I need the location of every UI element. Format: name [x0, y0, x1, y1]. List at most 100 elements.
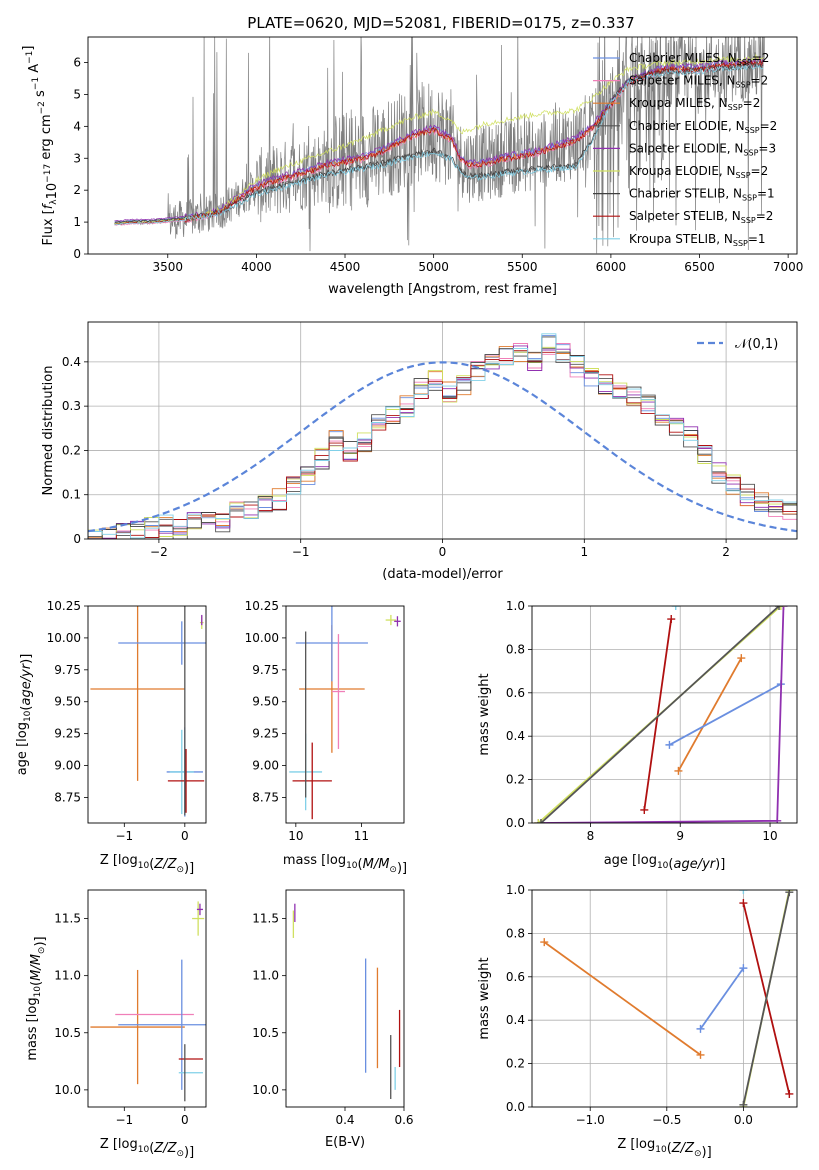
axes-frame — [87, 321, 798, 540]
weight-marker — [671, 606, 680, 610]
weight-marker — [696, 1024, 705, 1033]
y-tick-label: 1.0 — [506, 883, 525, 897]
panel-mass-weight-vs-age: 8 9 10 0.0 0.2 0.4 0.6 0.8 1.0 age [log10(age/yr)… — [477, 599, 798, 872]
y-tick-label: 0.0 — [506, 1100, 525, 1114]
y-tick-label: 4 — [73, 119, 81, 133]
y-axis-label: Normed distribution — [41, 366, 56, 496]
y-tick-label: 10.00 — [47, 631, 81, 645]
axes: −1 0 10.0 10.5 11.0 11.5 — [54, 889, 207, 1127]
weight-line — [668, 683, 782, 746]
axes: −2 −1 0 1 2 0 0.1 0.2 0.3 0.4 — [62, 321, 798, 559]
y-tick-label: 11.0 — [252, 969, 279, 983]
model-spectrum-kroupa-elodie — [114, 53, 764, 225]
y-tick-label: 2 — [73, 183, 81, 197]
weight-marker — [785, 890, 794, 897]
y-tick-label: 10.00 — [245, 631, 279, 645]
weight-line — [643, 618, 673, 811]
legend: 𝒩(0,1) — [697, 337, 778, 352]
weight-marker — [696, 1050, 705, 1059]
weight-line — [677, 657, 743, 772]
weight-marker — [773, 816, 782, 823]
y-axis-label: mass [log10(M/M⊙)] — [25, 936, 48, 1060]
y-tick-label: 0.6 — [506, 970, 525, 984]
legend-label: Salpeter MILES, NSSP=2 — [629, 74, 768, 90]
weight-marker — [640, 805, 649, 814]
x-tick-label: 3500 — [152, 260, 183, 274]
observed-spectrum — [114, 37, 766, 254]
x-tick-label: 0.4 — [335, 1113, 354, 1127]
y-tick-label: 9.25 — [252, 727, 279, 741]
weight-marker — [534, 819, 543, 823]
weight-marker — [739, 964, 748, 973]
y-tick-label: 0.4 — [506, 729, 525, 743]
weight-series — [696, 964, 748, 1033]
weight-marker — [737, 654, 746, 663]
histogram-kroupa-stelib — [88, 333, 797, 539]
errorbar — [169, 729, 194, 815]
panel-mass-vs-ebv: 0.4 0.6 10.0 10.5 11.0 11.5 E(B-V) — [252, 889, 414, 1150]
y-axis-label: mass weight — [477, 957, 492, 1039]
axes: 0.4 0.6 10.0 10.5 11.0 11.5 — [252, 889, 414, 1127]
legend-label: Salpeter STELIB, NSSP=2 — [629, 209, 773, 225]
x-axis-label: (data-model)/error — [382, 567, 503, 582]
y-tick-label: 6 — [73, 56, 81, 70]
grid — [532, 605, 797, 824]
plot-area — [292, 903, 401, 1100]
y-tick-label: 10.5 — [54, 1026, 81, 1040]
x-axis-label: mass [log10(M/M⊙)] — [283, 853, 407, 876]
errorbar — [292, 742, 332, 820]
legend: Chabrier MILES, NSSP=2 Salpeter MILES, NS… — [593, 51, 777, 248]
weight-series — [671, 606, 680, 610]
legend-label: 𝒩(0,1) — [735, 337, 778, 352]
x-tick-label: 4000 — [241, 260, 272, 274]
panel-residuals: −2 −1 0 1 2 0 0.1 0.2 0.3 0.4 𝒩(0,1) (data-model)/e… — [41, 321, 798, 582]
weight-line — [742, 892, 791, 1105]
y-tick-label: 0 — [73, 532, 81, 546]
errorbar — [90, 606, 185, 781]
y-tick-label: 0.8 — [506, 926, 525, 940]
errorbar — [295, 606, 368, 682]
legend-label: Chabrier STELIB, NSSP=1 — [629, 187, 775, 203]
y-tick-label: 9.00 — [252, 759, 279, 773]
plot-area — [289, 606, 401, 820]
axes-frame — [285, 889, 405, 1108]
y-tick-label: 3 — [73, 151, 81, 165]
x-tick-label: 4500 — [330, 260, 361, 274]
y-tick-label: 10.25 — [245, 599, 279, 613]
grid — [532, 889, 797, 1108]
y-tick-label: 8.75 — [54, 790, 81, 804]
axes-frame — [87, 36, 798, 255]
errorbar — [192, 901, 205, 936]
y-tick-label: 0.2 — [506, 773, 525, 787]
y-tick-label: 9.75 — [54, 663, 81, 677]
legend-label: Kroupa STELIB, NSSP=1 — [629, 232, 766, 248]
x-tick-label: 5000 — [418, 260, 449, 274]
weight-series — [640, 615, 676, 814]
panel-mass-weight-vs-Z: −1.0 −0.5 0.0 0.0 0.2 0.4 0.6 0.8 1.0 Z [log10(Z/… — [477, 883, 798, 1160]
y-axis-label: mass weight — [477, 673, 492, 755]
x-tick-label: 1 — [580, 545, 588, 559]
y-tick-label: 9.00 — [54, 759, 81, 773]
x-tick-label: 0 — [181, 1113, 189, 1127]
axes: 10 11 8.75 9.00 9.25 9.50 9.75 10.00 10.25 — [245, 599, 405, 843]
y-tick-label: 9.50 — [252, 695, 279, 709]
x-tick-label: 9 — [676, 829, 684, 843]
legend-label: Salpeter ELODIE, NSSP=3 — [629, 141, 776, 157]
legend-label: Chabrier MILES, NSSP=2 — [629, 51, 769, 67]
y-tick-label: 10.0 — [252, 1083, 279, 1097]
x-tick-label: −2 — [150, 545, 168, 559]
plot-area — [114, 37, 766, 254]
figure-title: PLATE=0620, MJD=52081, FIBERID=0175, z=0… — [247, 14, 634, 32]
weight-marker — [739, 890, 748, 894]
axes: −1 0 8.75 9.00 9.25 9.50 9.75 10.00 10.25 — [47, 599, 207, 843]
y-axis-label: age [log10(age/yr)] — [15, 654, 34, 776]
y-tick-label: 10.25 — [47, 599, 81, 613]
x-tick-label: −1.0 — [576, 1113, 605, 1127]
x-tick-label: 7000 — [773, 260, 804, 274]
weight-marker — [775, 606, 784, 610]
axes: −1.0 −0.5 0.0 0.0 0.2 0.4 0.6 0.8 1.0 — [506, 883, 798, 1127]
axes: 3500 4000 4500 5000 5500 6000 6500 7000 0 1 2 3 4 5 6 — [73, 36, 804, 274]
y-tick-label: 10.0 — [54, 1083, 81, 1097]
axes: 8 9 10 0.0 0.2 0.4 0.6 0.8 1.0 — [506, 599, 798, 843]
y-tick-label: 5 — [73, 87, 81, 101]
